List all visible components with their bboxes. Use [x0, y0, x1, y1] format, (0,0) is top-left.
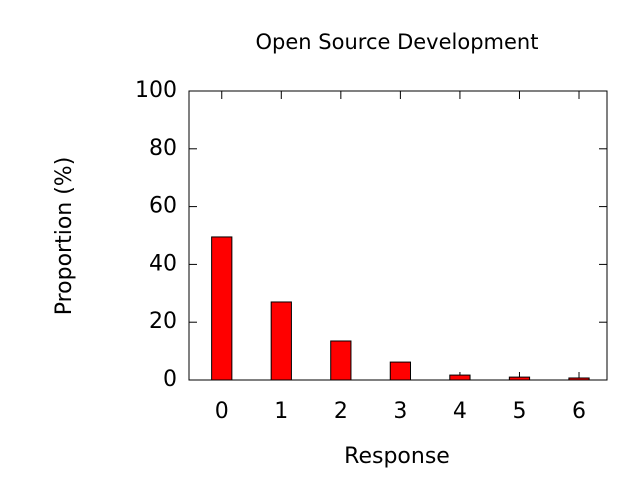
x-tick-label: 5 — [512, 399, 526, 424]
y-axis-label: Proportion (%) — [52, 157, 77, 316]
bar — [211, 236, 233, 381]
x-tick-label: 2 — [334, 399, 348, 424]
bar — [330, 340, 352, 381]
bar — [270, 301, 292, 381]
y-tick-label: 60 — [149, 194, 177, 219]
chart-title: Open Source Development — [256, 30, 539, 54]
x-tick-label: 0 — [215, 399, 229, 424]
x-tick-label: 4 — [453, 399, 467, 424]
x-axis-label: Response — [344, 444, 450, 469]
bar — [389, 361, 412, 381]
x-tick-label: 6 — [572, 399, 586, 424]
plot-frame — [188, 90, 608, 381]
y-tick-label: 40 — [149, 251, 177, 276]
y-tick-label: 0 — [163, 367, 177, 392]
bar — [449, 374, 471, 381]
y-tick-label: 100 — [135, 78, 177, 103]
y-tick-label: 80 — [149, 136, 177, 161]
y-tick-label: 20 — [149, 309, 177, 334]
x-tick-label: 1 — [274, 399, 288, 424]
x-tick-label: 3 — [393, 399, 407, 424]
